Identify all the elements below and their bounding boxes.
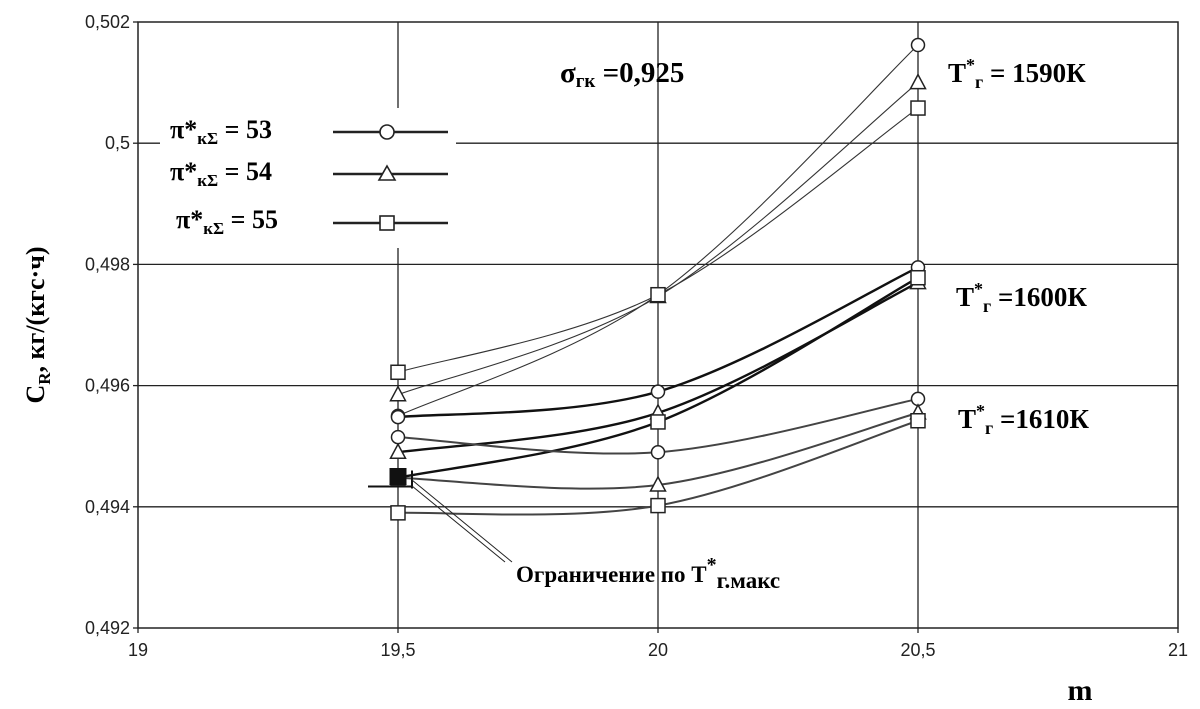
- data-point-square: [910, 412, 926, 429]
- data-point-square: [650, 286, 666, 303]
- temp-label-1600: T*г =1600К: [956, 279, 1087, 316]
- data-point-triangle: [389, 442, 407, 460]
- data-point-circle: [650, 384, 666, 399]
- legend-label-53: π*кΣ = 53: [170, 115, 272, 148]
- limit-label: Ограничение по T*г.макс: [516, 554, 780, 593]
- x-tick-label: 20,5: [900, 640, 935, 660]
- temp-label-1610: T*г =1610К: [958, 401, 1089, 438]
- data-point-triangle: [649, 475, 667, 492]
- y-tick-label: 0,496: [85, 376, 130, 396]
- x-axis-label: m: [1068, 674, 1093, 707]
- limit-leader-line: [411, 485, 506, 563]
- data-point-square: [650, 414, 666, 430]
- legend: π*кΣ = 53 π*кΣ = 54 π*кΣ = 55: [160, 108, 456, 248]
- x-tick-label: 19: [128, 640, 148, 660]
- data-point-circle: [390, 409, 406, 425]
- legend-label-55: π*кΣ = 55: [176, 205, 278, 238]
- legend-circle-icon: [379, 124, 395, 140]
- data-point-triangle: [909, 73, 927, 90]
- sigma-annotation: σгк =0,925: [560, 57, 684, 92]
- series-markers: [368, 37, 927, 521]
- legend-label-54: π*кΣ = 54: [170, 157, 272, 190]
- y-tick-label: 0,5: [105, 133, 130, 153]
- data-point-circle: [390, 429, 406, 445]
- axes: 0,492 0,494 0,496 0,498 0,5 0,502 19 19,5 20 20,5…: [85, 12, 1188, 660]
- data-point-square: [910, 269, 926, 286]
- data-point-circle: [910, 37, 926, 53]
- x-tick-label: 21: [1168, 640, 1188, 660]
- data-point-triangle: [389, 385, 407, 402]
- y-tick-label: 0,502: [85, 12, 130, 32]
- limit-point-marker: [389, 468, 407, 485]
- legend-triangle-icon: [377, 164, 397, 181]
- data-point-square: [910, 100, 926, 116]
- data-point-square: [390, 505, 406, 521]
- y-tick-label: 0,492: [85, 618, 130, 638]
- legend-square-icon: [379, 215, 395, 231]
- x-tick-label: 19,5: [380, 640, 415, 660]
- limit-leader-line: [411, 479, 513, 563]
- data-point-square: [390, 364, 406, 381]
- y-tick-label: 0,498: [85, 254, 130, 274]
- data-point-circle: [650, 445, 666, 460]
- data-point-square: [650, 497, 666, 514]
- y-axis-label: CR, кг/(кгс·ч): [21, 246, 54, 403]
- temp-label-1590: T*г = 1590К: [948, 55, 1086, 92]
- limit-annotation: Ограничение по T*г.макс: [411, 479, 780, 593]
- y-tick-label: 0,494: [85, 497, 130, 517]
- x-tick-label: 20: [648, 640, 668, 660]
